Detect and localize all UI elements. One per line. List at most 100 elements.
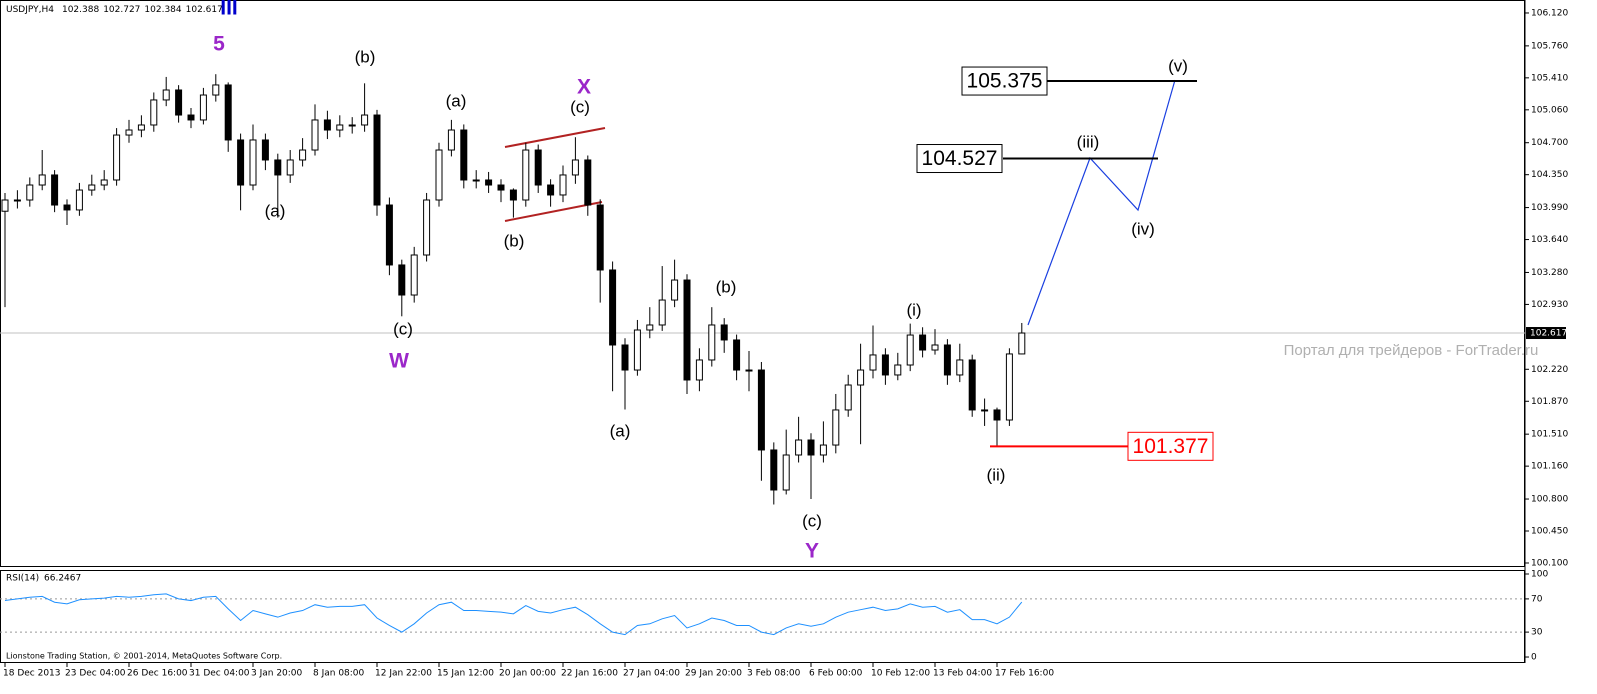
- candle-body: [807, 439, 815, 456]
- candle-body: [943, 344, 951, 376]
- candle-body: [299, 149, 307, 161]
- indicator-value: 66.2467: [44, 574, 81, 584]
- y-tick-label: 103.640: [1531, 235, 1568, 245]
- rsi-tick-label: 70: [1531, 594, 1543, 604]
- candle-body: [336, 124, 344, 131]
- y-tick-label: 102.220: [1531, 365, 1568, 375]
- candle-body: [658, 299, 666, 326]
- candle-body: [38, 174, 46, 186]
- wave-label: (c): [393, 319, 413, 338]
- candle-body: [559, 174, 567, 196]
- candle-body: [571, 159, 579, 176]
- candle-body: [460, 129, 468, 181]
- wave-label-major: X: [577, 76, 591, 99]
- level-label: 104.527: [922, 147, 998, 170]
- candle-body: [113, 134, 121, 181]
- y-tick-label: 105.760: [1531, 41, 1568, 51]
- x-tick-label: 29 Jan 20:00: [685, 669, 742, 679]
- rsi-tick-label: 0: [1531, 653, 1537, 663]
- wave-label: (b): [504, 231, 525, 250]
- candle-body: [423, 199, 431, 256]
- candle-body: [137, 124, 145, 131]
- candle-body: [770, 449, 778, 491]
- candle-body: [956, 359, 964, 376]
- candle-body: [534, 149, 542, 186]
- wave-label: (v): [1168, 56, 1188, 75]
- candle-body: [497, 184, 505, 191]
- candle-body: [906, 334, 914, 366]
- footer: Lionstone Trading Station, © 2001-2014, …: [6, 652, 282, 661]
- candle-body: [609, 269, 617, 346]
- candle-body: [968, 359, 976, 411]
- candle-body: [237, 139, 245, 186]
- candle-body: [1018, 332, 1026, 355]
- header-high: 102.727: [103, 5, 140, 15]
- candle-body: [633, 329, 641, 371]
- y-tick-label: 101.510: [1531, 430, 1568, 440]
- y-tick-label: 104.350: [1531, 170, 1568, 180]
- candle-body: [361, 114, 369, 126]
- wave-label-major: 5: [213, 33, 225, 56]
- candle-body: [671, 279, 679, 301]
- candle-body: [472, 179, 480, 182]
- y-tick-label: 100.100: [1531, 558, 1568, 568]
- x-tick-label: 13 Feb 04:00: [933, 669, 992, 679]
- candle-body: [286, 159, 294, 176]
- x-tick-label: 12 Jan 22:00: [375, 669, 432, 679]
- candle-body: [485, 179, 493, 186]
- candle-body: [509, 189, 517, 201]
- candle-body: [869, 354, 877, 371]
- candle-body: [844, 384, 852, 411]
- wave-label: (a): [265, 201, 286, 220]
- current-price-box: [1526, 327, 1566, 340]
- candle-body: [919, 334, 927, 351]
- x-tick-label: 27 Jan 04:00: [623, 669, 680, 679]
- wave-label: (a): [446, 91, 467, 110]
- x-tick-label: 20 Jan 00:00: [499, 669, 556, 679]
- candle-body: [881, 354, 889, 376]
- candle-body: [782, 454, 790, 491]
- y-tick-label: 100.450: [1531, 527, 1568, 537]
- candle-body: [708, 324, 716, 361]
- x-tick-label: 17 Feb 16:00: [995, 669, 1054, 679]
- candle-body: [125, 129, 133, 136]
- candle-body: [646, 324, 654, 331]
- x-tick-label: 10 Feb 12:00: [871, 669, 930, 679]
- candle-body: [26, 184, 34, 201]
- y-tick-label: 101.160: [1531, 462, 1568, 472]
- candle-body: [261, 139, 269, 161]
- x-tick-label: 3 Feb 08:00: [747, 669, 801, 679]
- candle-body: [1, 199, 9, 212]
- candle-body: [187, 114, 195, 121]
- wave-label: (a): [610, 421, 631, 440]
- candle-body: [857, 369, 865, 386]
- candle-body: [819, 444, 827, 456]
- wave-label: (iv): [1131, 219, 1155, 238]
- candle-body: [162, 89, 170, 101]
- candle-body: [435, 149, 443, 201]
- watermark: Портал для трейдеров - ForTrader.ru: [1284, 342, 1539, 359]
- rsi-tick-label: 100: [1531, 569, 1548, 579]
- current-price-label: 102.617: [1530, 329, 1567, 339]
- symbol: USDJPY,H4: [6, 5, 54, 15]
- candle-body: [311, 119, 319, 151]
- projection-path: [1027, 79, 1176, 326]
- candle-body: [249, 139, 257, 186]
- candle-body: [1005, 353, 1013, 421]
- y-tick-label: 105.410: [1531, 73, 1568, 83]
- candle-body: [274, 159, 282, 176]
- candle-body: [348, 124, 356, 127]
- y-tick-label: 103.990: [1531, 203, 1568, 213]
- rsi-tick-label: 30: [1531, 628, 1543, 638]
- candle-body: [795, 439, 803, 456]
- candle-body: [100, 179, 108, 186]
- candle-body: [733, 339, 741, 371]
- level-box: [916, 144, 1003, 174]
- candle-body: [621, 344, 629, 371]
- y-tick-label: 105.060: [1531, 105, 1568, 115]
- wave-label: (c): [570, 97, 590, 116]
- candle-body: [63, 204, 71, 211]
- candle-body: [51, 174, 59, 206]
